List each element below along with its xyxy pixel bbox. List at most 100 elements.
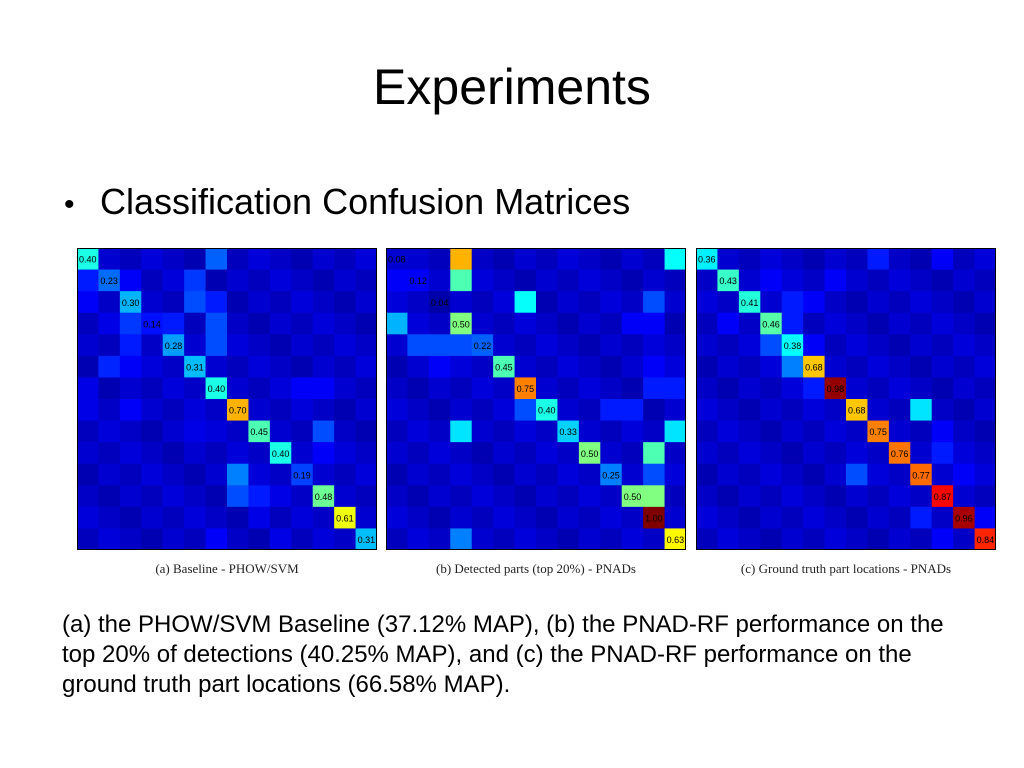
matrix-cell [312, 269, 335, 292]
matrix-cell [846, 312, 868, 335]
diagonal-cell [824, 377, 847, 400]
matrix-cell [717, 485, 740, 508]
matrix-cell [471, 377, 494, 400]
matrix-cell [931, 442, 954, 465]
matrix-cell [974, 248, 996, 271]
confusion-matrix-a: 0.40 0.23 0.30 0.14 0.28 0.31 0.40 0.70 0.45 0.40… [77, 248, 377, 550]
caption-a: (a) Baseline - PHOW/SVM [155, 561, 299, 576]
matrix-cell [471, 355, 494, 378]
matrix-cell [355, 248, 377, 271]
matrix-cell [738, 248, 761, 271]
matrix-cell [803, 485, 826, 508]
matrix-cell [162, 377, 185, 400]
matrix-cell [514, 420, 537, 443]
matrix-cell [334, 463, 357, 486]
matrix-cell [643, 269, 666, 292]
matrix-cell [77, 269, 99, 292]
matrix-cell [493, 463, 516, 486]
matrix-cell [867, 312, 890, 335]
matrix-cell [888, 420, 911, 443]
matrix-cell [953, 269, 976, 292]
matrix-cell [312, 291, 335, 314]
diagonal-cell [888, 442, 911, 465]
matrix-cell [536, 269, 558, 292]
matrix-cell [643, 442, 666, 465]
diagonal-cell [493, 355, 516, 378]
diagonal-cell [643, 506, 666, 529]
matrix-cell [621, 463, 644, 486]
matrix-cell [717, 248, 740, 271]
matrix-cell [312, 312, 335, 335]
matrix-cell [931, 377, 954, 400]
matrix-cell [98, 377, 121, 400]
matrix-cell [428, 485, 451, 508]
matrix-cell [450, 442, 473, 465]
matrix-cell [888, 463, 911, 486]
matrix-cell [846, 442, 868, 465]
matrix-cell [557, 312, 580, 335]
matrix-cell [846, 355, 868, 378]
matrix-cell [355, 334, 377, 357]
matrix-cell [386, 399, 408, 422]
matrix-cell [162, 485, 185, 508]
matrix-cell [312, 463, 335, 486]
matrix-cell [760, 248, 783, 271]
matrix-cell [760, 377, 783, 400]
matrix-cell [205, 334, 228, 357]
matrix-cell [205, 291, 228, 314]
matrix-cell [974, 442, 996, 465]
matrix-cell [600, 248, 623, 271]
matrix-cell [557, 377, 580, 400]
matrix-cell [781, 463, 804, 486]
matrix-cell [248, 485, 271, 508]
matrix-cell [974, 269, 996, 292]
matrix-cell [846, 420, 868, 443]
matrix-cell [643, 528, 666, 550]
diagonal-label: 0.36 [698, 255, 716, 265]
matrix-cell [269, 355, 292, 378]
matrix-cell [578, 377, 601, 400]
matrix-cell [867, 399, 890, 422]
matrix-cell [867, 506, 890, 529]
matrix-cell [867, 334, 890, 357]
matrix-cell [717, 506, 740, 529]
diagonal-label: 0.77 [912, 470, 930, 480]
matrix-cell [248, 248, 271, 271]
matrix-cell [312, 355, 335, 378]
matrix-cell [119, 377, 142, 400]
matrix-cell [738, 420, 761, 443]
matrix-cell [77, 506, 99, 529]
matrix-cell [334, 420, 357, 443]
matrix-cell [205, 355, 228, 378]
matrix-cell [760, 334, 783, 357]
matrix-cell [450, 291, 473, 314]
matrix-cell [578, 506, 601, 529]
matrix-cell [953, 442, 976, 465]
matrix-cell [824, 463, 847, 486]
matrix-cell [600, 485, 623, 508]
matrix-cell [824, 399, 847, 422]
matrix-cell [334, 377, 357, 400]
matrix-cell [974, 463, 996, 486]
matrix-cell [600, 420, 623, 443]
matrix-cell [98, 355, 121, 378]
matrix-cell [428, 528, 451, 550]
diagonal-cell [760, 312, 783, 335]
matrix-cell [312, 442, 335, 465]
matrix-cell [696, 399, 718, 422]
matrix-cell [557, 506, 580, 529]
matrix-cell [824, 312, 847, 335]
matrix-cell [450, 506, 473, 529]
caption-b: (b) Detected parts (top 20%) - PNADs [435, 561, 636, 576]
matrix-cell [407, 420, 430, 443]
matrix-cell [738, 528, 761, 550]
matrix-cell [471, 420, 494, 443]
matrix-cell [269, 506, 292, 529]
matrix-cell [557, 463, 580, 486]
matrix-cell [141, 269, 164, 292]
diagonal-cell [98, 269, 121, 292]
matrix-cell [824, 355, 847, 378]
diagonal-label: 0.25 [602, 470, 620, 480]
matrix-cell [291, 442, 314, 465]
diagonal-cell [77, 248, 99, 271]
